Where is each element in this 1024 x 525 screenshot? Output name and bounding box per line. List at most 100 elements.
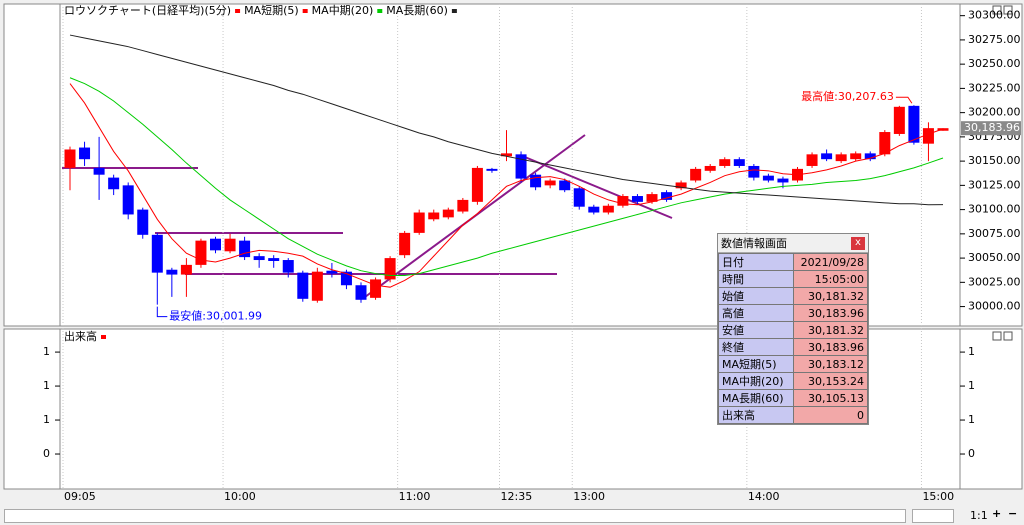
info-row: 始値 30,181.32 [718, 287, 868, 305]
info-title: 数値情報画面 [721, 237, 787, 250]
x-tick-label: 13:00 [573, 490, 605, 503]
chart: 30000.00 30025.00 30050.00 30075.00 30100.00… [3, 3, 1023, 503]
y-tick-label: 1 [968, 345, 975, 358]
candle-body [108, 177, 120, 190]
y-tick-label: 1 [43, 379, 50, 392]
candle-body [457, 199, 469, 212]
candle-body [602, 205, 614, 213]
last-price-box [961, 121, 1021, 136]
candle-body [239, 240, 251, 258]
candle-body [137, 209, 149, 235]
info-table: 日付 2021/09/28 時間 15:05:00 始値 30,181.32 高値 30,18… [718, 253, 868, 424]
y-tick-label: 30000.00 [968, 300, 1021, 313]
candle-body [675, 182, 687, 189]
zoom-slider[interactable] [912, 509, 954, 523]
ma-line [69, 83, 944, 288]
y-tick-label: 30100.00 [968, 203, 1021, 216]
scrollbar[interactable] [4, 509, 906, 523]
candle-body [893, 106, 905, 134]
info-row: MA長期(60) 30,105.13 [718, 389, 868, 407]
ma-line [69, 34, 944, 206]
left-axis-volume [3, 328, 61, 490]
info-row: MA中期(20) 30,153.24 [718, 372, 868, 390]
candle-body [501, 153, 512, 157]
info-label: 始値 [718, 287, 794, 305]
candle-body [224, 238, 236, 252]
candle-body [559, 180, 571, 191]
restore-button[interactable] [992, 331, 1002, 341]
candle-body [850, 153, 862, 160]
info-row: 高値 30,183.96 [718, 304, 868, 322]
candle-body [471, 167, 483, 202]
right-axis-volume [959, 328, 1023, 490]
candle-body [64, 149, 76, 168]
restore-button[interactable] [992, 5, 1002, 15]
x-tick-label: 09:05 [64, 490, 96, 503]
candle-body [821, 153, 833, 160]
info-value: 30,181.32 [793, 287, 868, 305]
left-axis [3, 3, 61, 327]
y-tick-label: 30150.00 [968, 154, 1021, 167]
info-row: 終値 30,183.96 [718, 338, 868, 356]
info-value: 30,183.96 [793, 338, 868, 356]
legend-swatch [235, 9, 241, 13]
candle-body [210, 238, 221, 251]
candle-body [297, 272, 309, 299]
candles [64, 105, 949, 305]
candle-body [646, 194, 658, 202]
candle-body [733, 159, 745, 166]
candle-body [617, 196, 629, 206]
legend-label: MA中期(20) [312, 4, 374, 17]
candle-body [384, 258, 396, 280]
maximize-button[interactable] [1003, 331, 1013, 341]
annotation-arrow [895, 96, 913, 104]
candle-body [282, 260, 294, 273]
candle-body [864, 153, 876, 160]
annotation: 最高値:30,207.63 [801, 89, 894, 103]
info-panel[interactable]: 数値情報画面 x 日付 2021/09/28 時間 15:05:00 始値 30,181.3… [717, 233, 869, 425]
candle-body [515, 154, 527, 179]
y-tick-label: 0 [43, 447, 50, 460]
info-row: 時間 15:05:00 [718, 270, 868, 288]
info-row: 安値 30,181.32 [718, 321, 868, 339]
zoom-out[interactable]: − [1008, 507, 1018, 520]
candle-body [631, 196, 643, 202]
candle-body [661, 192, 673, 200]
window-buttons[interactable] [992, 5, 1013, 341]
y-tick-label: 30125.00 [968, 178, 1021, 191]
candle-body [806, 154, 818, 166]
y-tick-label: 30300.00 [968, 9, 1021, 22]
candle-body [195, 240, 207, 265]
candle-body [311, 271, 323, 301]
candle-body [428, 212, 440, 220]
zoom-in[interactable]: + [992, 507, 1002, 520]
y-tick-label: 30275.00 [968, 33, 1021, 46]
y-tick-label: 30075.00 [968, 227, 1021, 240]
info-label: 安値 [718, 321, 794, 339]
info-value: 30,105.13 [793, 389, 868, 407]
ma-line [69, 77, 944, 277]
legend-swatch [377, 9, 383, 13]
y-tick-label: 0 [968, 447, 975, 460]
candle-body [253, 256, 265, 261]
candle-body [704, 165, 716, 171]
y-tick-label: 1 [968, 379, 975, 392]
candle-body [690, 168, 702, 181]
zoom-label: 1:1 [970, 509, 988, 522]
candle-body [413, 212, 425, 233]
annotation-arrow [156, 306, 168, 318]
y-tick-label: 30225.00 [968, 81, 1021, 94]
info-value: 15:05:00 [793, 270, 868, 288]
candle-body [79, 147, 91, 160]
y-tick-label: 1 [968, 413, 975, 426]
candle-body [908, 105, 920, 143]
info-value: 30,183.12 [793, 355, 868, 373]
candle-body [268, 258, 280, 261]
candle-body [777, 178, 789, 183]
close-button[interactable]: x [851, 236, 865, 250]
candle-body [530, 174, 542, 188]
maximize-button[interactable] [1003, 5, 1013, 15]
candle-body [588, 206, 600, 213]
candle-body [355, 285, 367, 300]
